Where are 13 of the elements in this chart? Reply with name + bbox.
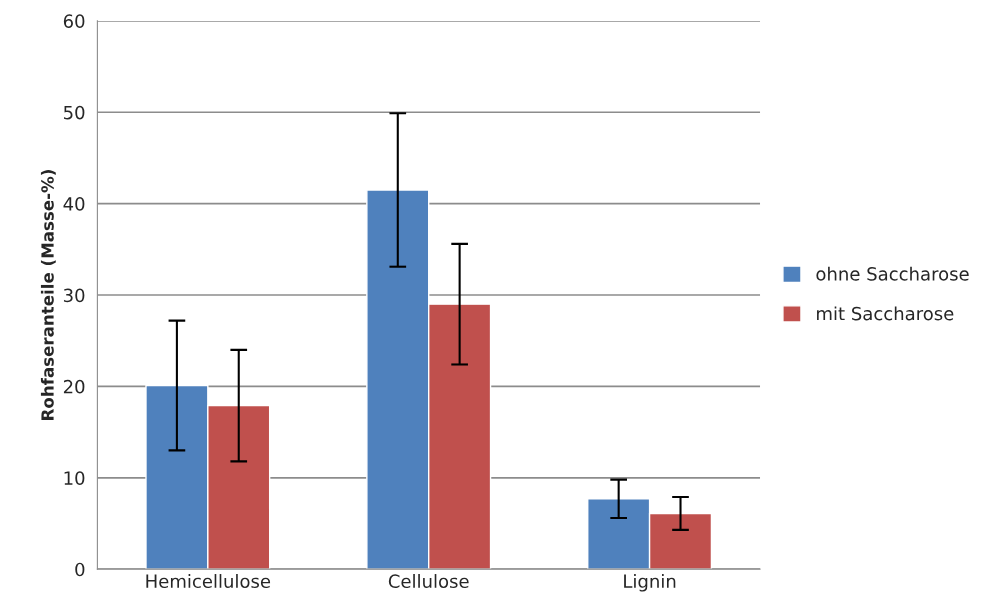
- y-tick-label: 30: [63, 288, 85, 303]
- y-axis-title: Rohfaseranteile (Masse-%): [40, 170, 56, 420]
- y-tick-label: 50: [64, 105, 85, 120]
- legend-label: mit Saccharose: [817, 306, 954, 321]
- y-tick-label: 10: [64, 471, 85, 485]
- x-tick-label: Cellulose: [388, 574, 469, 589]
- y-tick-label: 20: [63, 379, 85, 394]
- y-tick-label: 60: [63, 14, 85, 28]
- x-tick-label: Lignin: [624, 574, 676, 592]
- x-tick-label: Hemicellulose: [146, 574, 271, 589]
- legend-label: ohne Saccharose: [816, 266, 969, 281]
- y-tick-label: 0: [75, 562, 85, 577]
- y-tick-label: 40: [63, 197, 85, 211]
